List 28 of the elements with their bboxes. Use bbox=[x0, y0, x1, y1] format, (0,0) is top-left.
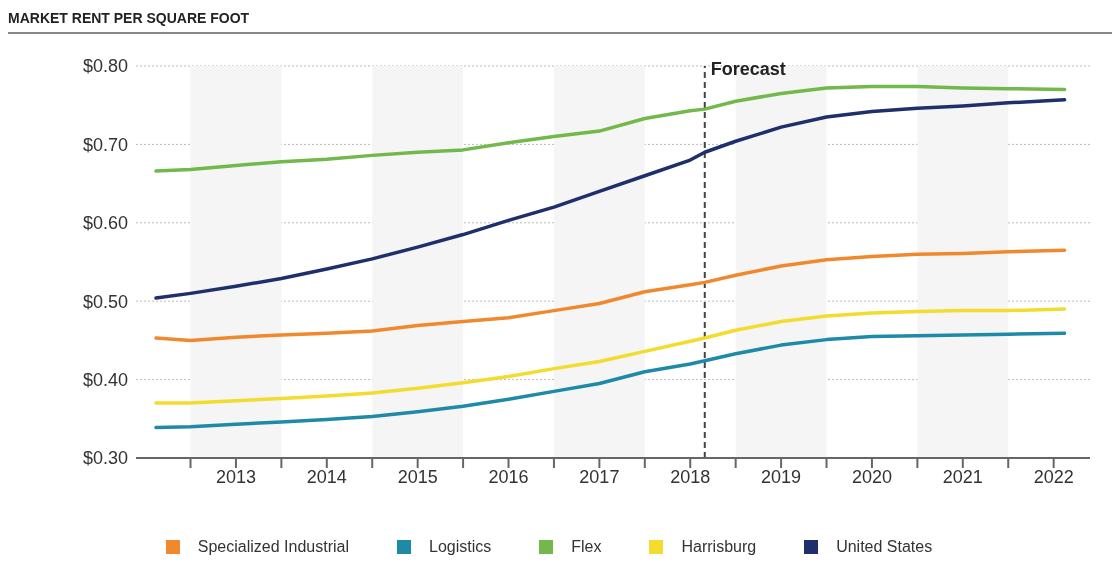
x-tick-label: 2014 bbox=[306, 466, 347, 487]
legend-label: Flex bbox=[570, 538, 602, 556]
legend-label: United States bbox=[835, 538, 933, 556]
x-tick-label: 2021 bbox=[942, 466, 983, 487]
x-tick-label: 2022 bbox=[1033, 466, 1074, 487]
y-tick-label: $0.70 bbox=[82, 134, 128, 155]
x-tick-label: 2017 bbox=[579, 466, 620, 487]
y-tick-label: $0.30 bbox=[82, 448, 128, 469]
chart-title: MARKET RENT PER SQUARE FOOT bbox=[8, 8, 1112, 34]
line-series bbox=[154, 331, 1067, 430]
line-series bbox=[154, 307, 1067, 405]
legend-label: Specialized Industrial bbox=[196, 538, 349, 556]
x-tick-label: 2016 bbox=[488, 466, 529, 487]
x-tick-label: 2015 bbox=[397, 466, 438, 487]
x-tick-label: 2018 bbox=[670, 466, 711, 487]
y-tick-label: $0.60 bbox=[82, 213, 128, 234]
y-tick-label: $0.50 bbox=[82, 291, 128, 312]
x-tick-label: 2020 bbox=[851, 466, 892, 487]
line-series bbox=[154, 97, 1067, 300]
legend-label: Logistics bbox=[428, 538, 492, 556]
x-tick-label: 2013 bbox=[215, 466, 256, 487]
x-tick-label: 2019 bbox=[761, 466, 802, 487]
legend-label: Harrisburg bbox=[680, 538, 757, 556]
line-series bbox=[154, 248, 1067, 343]
y-tick-label: $0.80 bbox=[82, 56, 128, 77]
y-tick-label: $0.40 bbox=[82, 369, 128, 390]
line-series bbox=[154, 84, 1067, 173]
ref-line-label: Forecast bbox=[710, 58, 786, 79]
